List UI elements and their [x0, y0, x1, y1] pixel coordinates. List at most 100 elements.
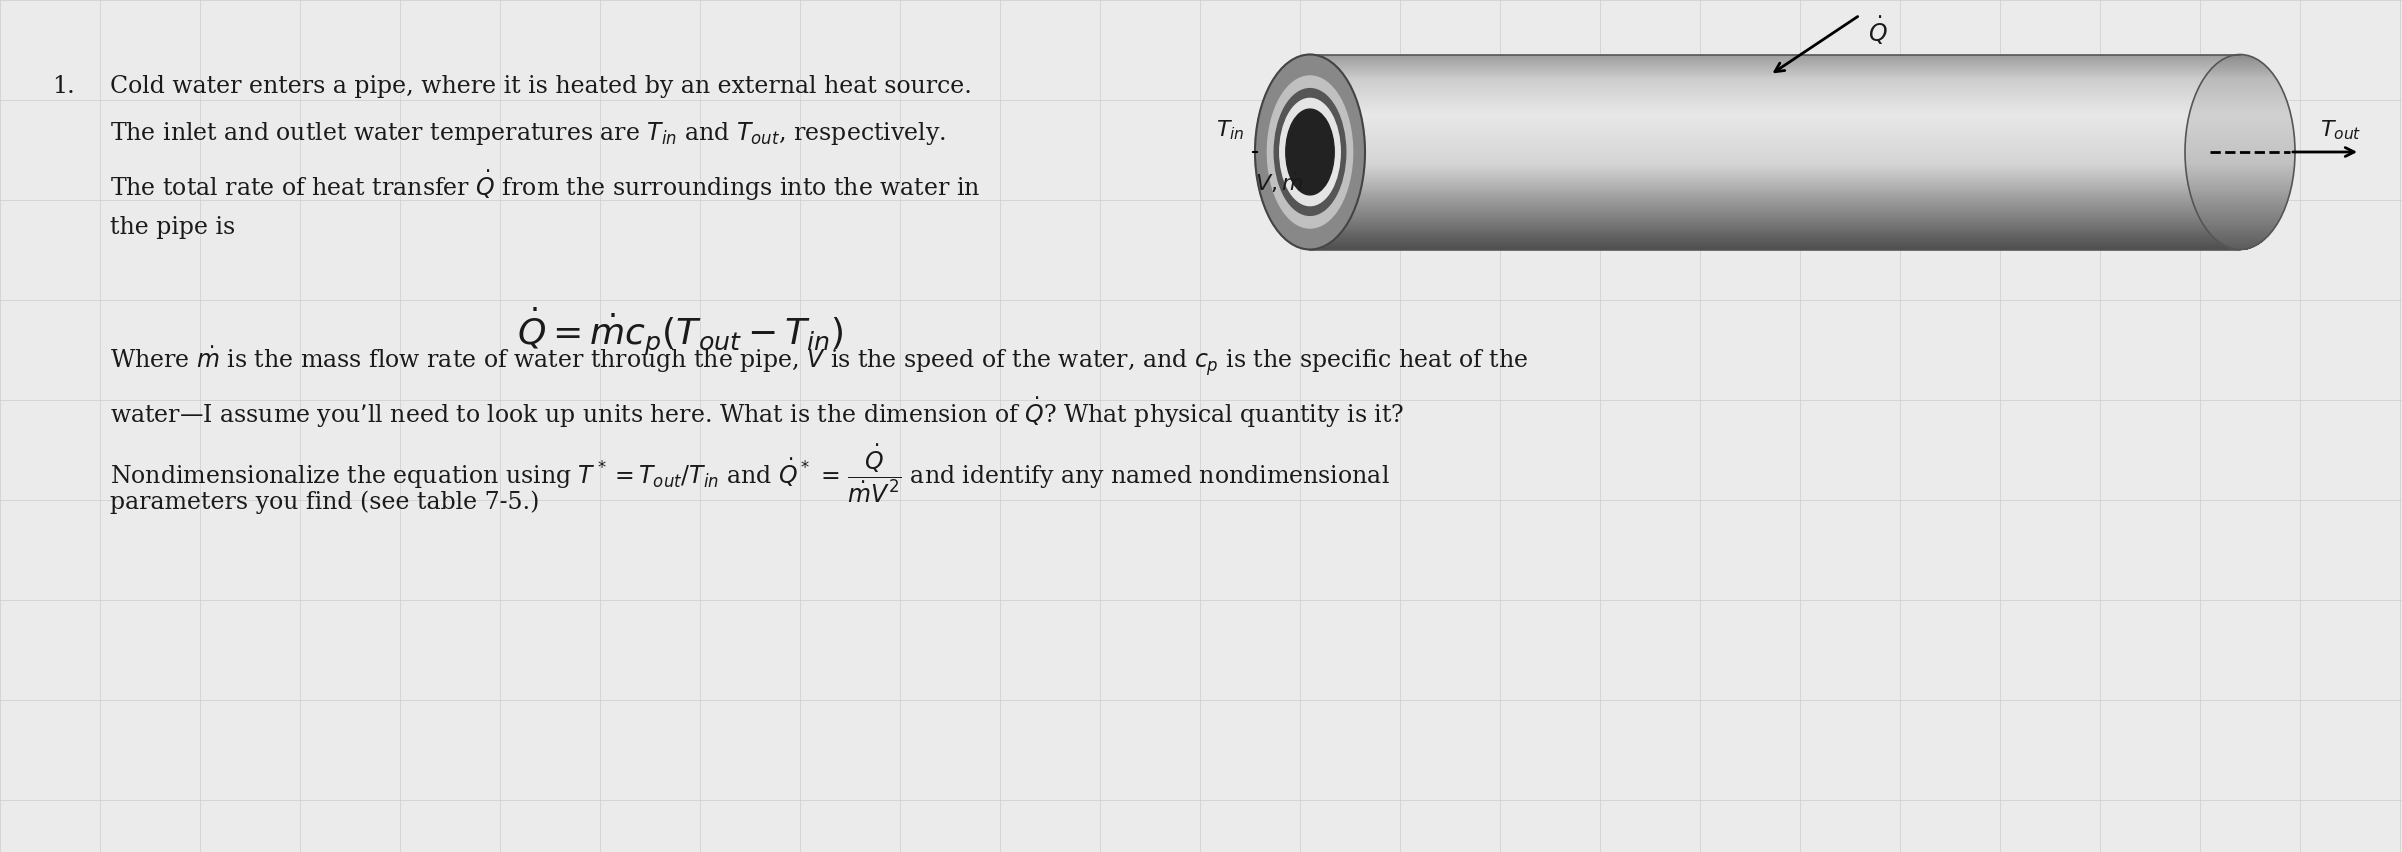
Bar [1309, 222, 2241, 224]
Bar [2188, 125, 2294, 127]
Bar [2198, 215, 2282, 216]
Bar [2186, 144, 2294, 145]
Bar [2212, 66, 2267, 68]
Bar [1309, 231, 2241, 232]
Text: $\dot{Q} = \dot{m}c_p(T_{out} - T_{in})$: $\dot{Q} = \dot{m}c_p(T_{out} - T_{in})$ [516, 305, 843, 358]
Bar [1309, 228, 2241, 230]
Bar [1309, 234, 2241, 236]
Bar [1309, 73, 2241, 75]
Bar [2207, 232, 2272, 233]
Bar [1309, 128, 2241, 130]
Bar [2210, 233, 2270, 235]
Text: $T_{in}$: $T_{in}$ [1215, 118, 1244, 141]
Bar [2219, 242, 2260, 244]
Bar [2219, 60, 2260, 62]
Bar [1309, 144, 2241, 145]
Bar [1309, 240, 2241, 242]
Bar [1309, 232, 2241, 233]
Bar [1309, 130, 2241, 131]
Bar [1309, 202, 2241, 204]
Bar [2219, 62, 2263, 63]
Bar [1309, 181, 2241, 182]
Bar [2215, 66, 2265, 67]
Bar [2205, 76, 2275, 77]
Bar [1309, 208, 2241, 210]
Text: Where $\dot{m}$ is the mass flow rate of water through the pipe, $V$ is the spee: Where $\dot{m}$ is the mass flow rate of… [110, 345, 1528, 379]
Bar [1309, 97, 2241, 98]
Bar [1309, 215, 2241, 216]
Bar [2193, 204, 2287, 205]
Bar [1309, 141, 2241, 142]
Bar [2191, 106, 2289, 107]
Bar [2207, 229, 2272, 231]
Bar [2207, 73, 2272, 75]
Bar [1309, 101, 2241, 102]
Bar [2212, 67, 2267, 69]
Bar [2188, 181, 2292, 183]
Bar [2203, 81, 2277, 83]
Bar [2191, 199, 2289, 200]
Bar [2200, 83, 2279, 84]
Bar [1309, 145, 2241, 147]
Bar [1309, 85, 2241, 87]
Bar [1309, 63, 2241, 64]
Bar [2212, 235, 2267, 237]
Bar [2186, 128, 2294, 130]
Bar [1309, 59, 2241, 60]
Bar [1309, 212, 2241, 214]
Bar [2222, 243, 2258, 245]
Bar [1309, 189, 2241, 191]
Bar [1309, 148, 2241, 150]
Bar [2215, 65, 2265, 66]
Bar [2210, 69, 2270, 70]
Bar [2193, 201, 2287, 203]
Bar [1309, 185, 2241, 186]
Bar [2186, 137, 2294, 138]
Bar [1309, 214, 2241, 216]
Bar [1309, 159, 2241, 161]
Bar [2188, 184, 2292, 185]
Bar [2186, 171, 2294, 172]
Bar [2195, 93, 2284, 95]
Bar [2186, 141, 2294, 142]
Bar [2188, 188, 2292, 190]
Bar [1309, 181, 2241, 183]
Bar [1309, 103, 2241, 104]
Bar [2193, 99, 2287, 101]
Bar [2188, 123, 2292, 124]
Bar [2203, 222, 2277, 223]
Bar [1309, 66, 2241, 68]
Bar [1309, 193, 2241, 195]
Bar [1309, 152, 2241, 153]
Bar [1309, 107, 2241, 109]
Bar [2193, 103, 2287, 104]
Bar [2217, 239, 2265, 241]
Bar [2186, 172, 2294, 174]
Bar [1309, 222, 2241, 223]
Bar [1309, 135, 2241, 136]
Bar [2203, 225, 2277, 226]
Ellipse shape [1273, 89, 1345, 216]
Bar [2222, 59, 2258, 60]
Bar [1309, 191, 2241, 192]
Bar [1309, 220, 2241, 222]
Bar [1309, 136, 2241, 137]
Bar [2186, 154, 2294, 156]
Text: $T_{out}$: $T_{out}$ [2320, 118, 2361, 141]
Bar [2186, 157, 2294, 158]
Bar [2186, 148, 2294, 150]
Bar [2191, 106, 2289, 108]
Bar [2186, 133, 2294, 135]
Bar [1309, 153, 2241, 155]
Bar [2203, 79, 2277, 81]
Bar [1309, 213, 2241, 215]
Bar [1309, 132, 2241, 134]
Bar [2205, 77, 2275, 78]
Bar [2186, 147, 2294, 149]
Bar [1309, 88, 2241, 89]
Bar [1309, 58, 2241, 60]
Bar [2205, 227, 2275, 228]
Bar [1309, 56, 2241, 57]
Bar [1309, 245, 2241, 246]
Bar [1309, 86, 2241, 88]
